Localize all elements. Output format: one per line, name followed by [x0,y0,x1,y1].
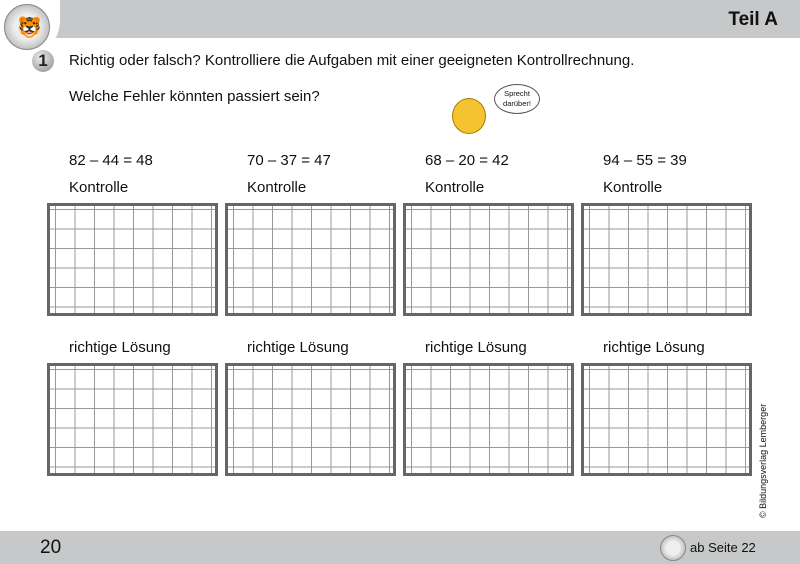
solution-label: richtige Lösung [69,339,171,356]
check-grid[interactable] [581,203,752,316]
equation: 82 – 44 = 48 [69,152,153,169]
solution-label: richtige Lösung [247,339,349,356]
check-grid[interactable] [403,203,574,316]
equation: 68 – 20 = 42 [425,152,509,169]
check-label: Kontrolle [69,179,129,196]
solution-grid[interactable] [47,363,218,476]
header-bar [0,0,800,38]
check-label: Kontrolle [603,179,663,196]
equation: 94 – 55 = 39 [603,152,687,169]
solution-label: richtige Lösung [425,339,527,356]
check-label: Kontrolle [247,179,307,196]
solution-grid[interactable] [403,363,574,476]
task-instruction: Richtig oder falsch? Kontrolliere die Au… [69,52,635,69]
task-number: 1 [32,50,54,72]
section-title: Teil A [728,9,778,30]
tiger-logo-icon: 🐯 [4,4,50,50]
check-grid[interactable] [225,203,396,316]
solution-label: richtige Lösung [603,339,705,356]
tiger-logo-icon [660,535,686,561]
check-grid[interactable] [47,203,218,316]
solution-grid[interactable] [225,363,396,476]
tiger-mascot-icon [452,98,486,134]
speech-bubble: Sprecht darüber! [494,84,540,114]
page-number: 20 [40,537,62,558]
solution-grid[interactable] [581,363,752,476]
equation: 70 – 37 = 47 [247,152,331,169]
copyright: © Bildungsverlag Lemberger [758,403,768,518]
check-label: Kontrolle [425,179,485,196]
footer-bar: 20 ab Seite 22 [0,531,800,564]
task-question: Welche Fehler könnten passiert sein? [69,88,320,105]
page-reference: ab Seite 22 [690,540,756,555]
